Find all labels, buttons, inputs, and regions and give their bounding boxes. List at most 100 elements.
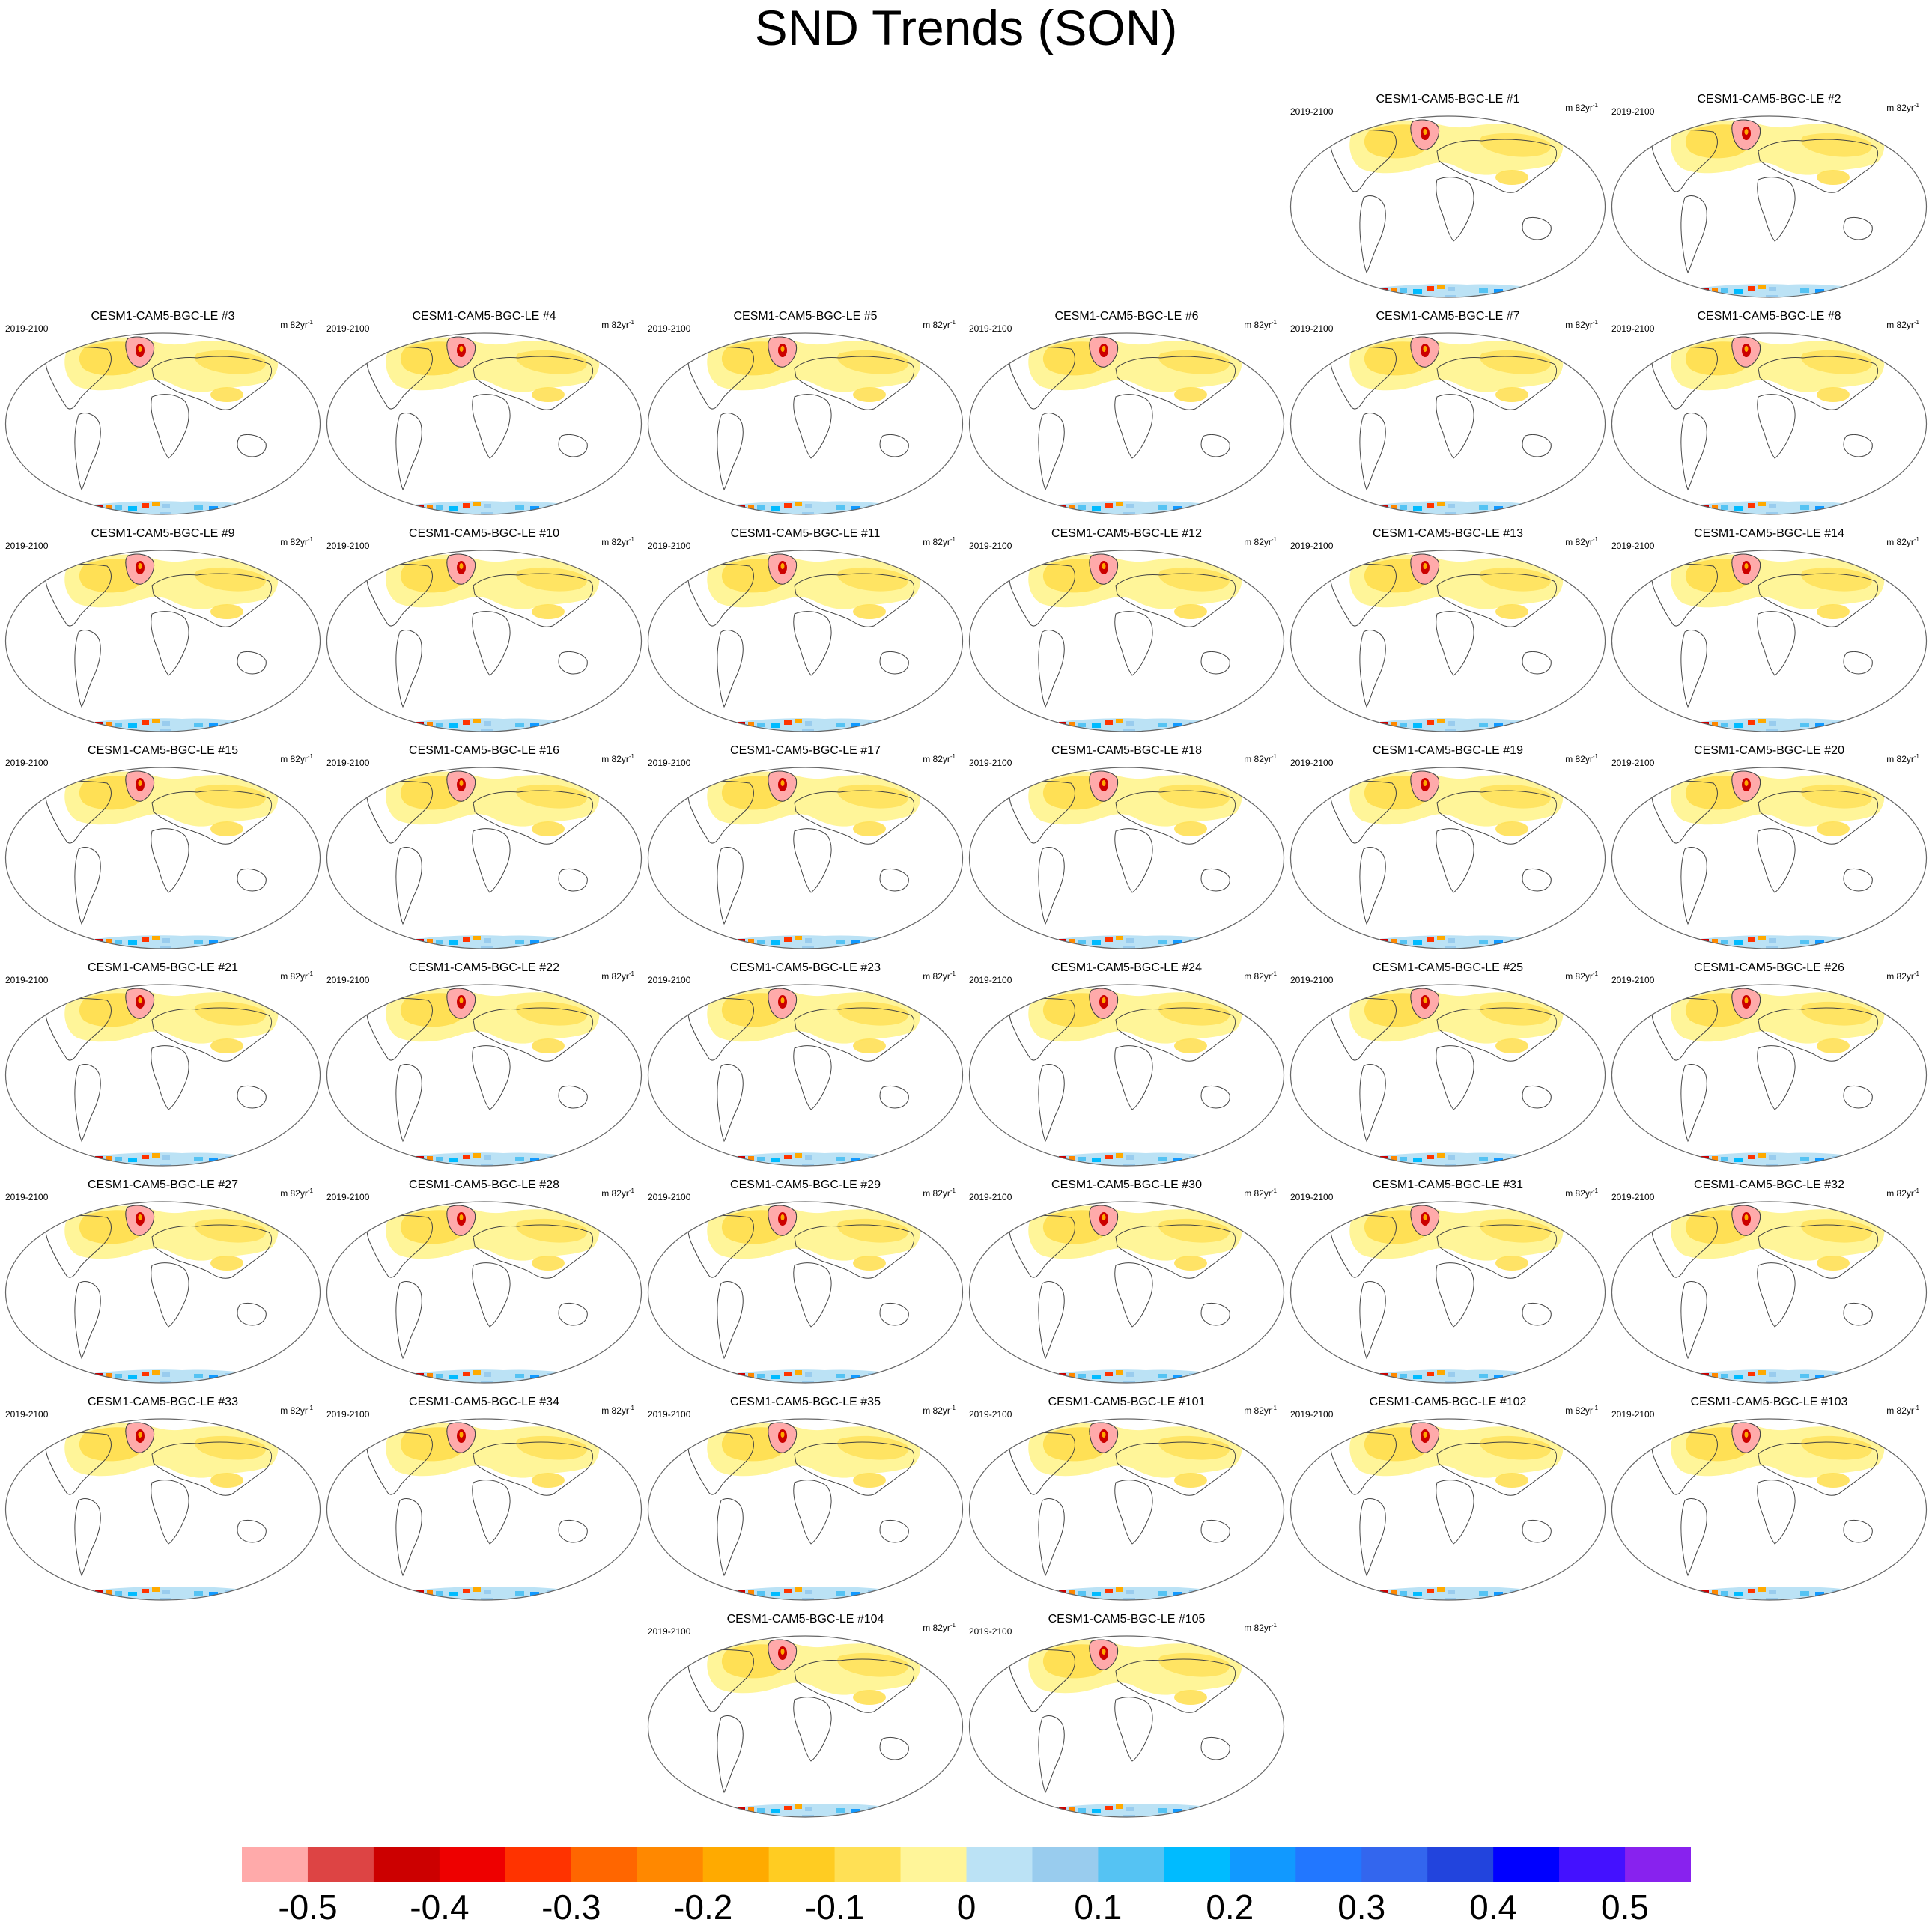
world-map bbox=[1289, 115, 1606, 298]
panel-title: CESM1-CAM5-BGC-LE #12 bbox=[1051, 527, 1202, 540]
map-border bbox=[4, 550, 321, 732]
panel-title: CESM1-CAM5-BGC-LE #26 bbox=[1694, 961, 1844, 974]
map-panel: CESM1-CAM5-BGC-LE #17 2019-2100 m 82yr-1 bbox=[645, 743, 966, 954]
snd-trend-field bbox=[1028, 770, 1242, 949]
panel-units: m 82yr-1 bbox=[923, 1187, 956, 1199]
map-panel: CESM1-CAM5-BGC-LE #20 2019-2100 m 82yr-1 bbox=[1609, 743, 1930, 954]
map-panel: CESM1-CAM5-BGC-LE #33 2019-2100 m 82yr-1 bbox=[2, 1394, 323, 1605]
snd-trend-field bbox=[64, 1205, 279, 1383]
map-panel: CESM1-CAM5-BGC-LE #23 2019-2100 m 82yr-1 bbox=[645, 960, 966, 1171]
map-panel: CESM1-CAM5-BGC-LE #105 2019-2100 m 82yr-1 bbox=[966, 1611, 1287, 1822]
snd-trend-field bbox=[1028, 988, 1242, 1166]
map-panel: CESM1-CAM5-BGC-LE #24 2019-2100 m 82yr-1 bbox=[966, 960, 1287, 1171]
map-border bbox=[1611, 115, 1928, 298]
colorbar-bin bbox=[637, 1847, 704, 1882]
colorbar-bin bbox=[966, 1847, 1033, 1882]
world-map bbox=[326, 1418, 643, 1601]
colorbar-bin bbox=[1295, 1847, 1362, 1882]
panel-title: CESM1-CAM5-BGC-LE #14 bbox=[1694, 527, 1844, 540]
map-border bbox=[326, 1418, 643, 1601]
colorbar-bin bbox=[1493, 1847, 1560, 1882]
map-panel: CESM1-CAM5-BGC-LE #27 2019-2100 m 82yr-1 bbox=[2, 1177, 323, 1388]
map-border bbox=[647, 1201, 964, 1384]
colorbar-tick-label: 0 bbox=[956, 1888, 976, 1927]
coastlines bbox=[45, 336, 272, 491]
coastlines bbox=[1330, 119, 1557, 274]
colorbar-bin bbox=[702, 1847, 770, 1882]
panel-title: CESM1-CAM5-BGC-LE #21 bbox=[88, 961, 238, 974]
panel-units: m 82yr-1 bbox=[1565, 970, 1598, 982]
map-border bbox=[647, 1418, 964, 1601]
panel-units: m 82yr-1 bbox=[280, 536, 313, 547]
snd-trend-field bbox=[386, 770, 600, 949]
panel-period: 2019-2100 bbox=[648, 758, 691, 768]
panel-period: 2019-2100 bbox=[1611, 323, 1655, 334]
map-border bbox=[326, 767, 643, 949]
map-border bbox=[1289, 1201, 1606, 1384]
panel-units: m 82yr-1 bbox=[1886, 970, 1919, 982]
map-border bbox=[1289, 115, 1606, 298]
panel-title: CESM1-CAM5-BGC-LE #5 bbox=[733, 310, 878, 323]
coastlines bbox=[1651, 988, 1878, 1143]
coastlines bbox=[366, 553, 593, 708]
panel-units: m 82yr-1 bbox=[1886, 536, 1919, 547]
map-panel: CESM1-CAM5-BGC-LE #101 2019-2100 m 82yr-1 bbox=[966, 1394, 1287, 1605]
panel-period: 2019-2100 bbox=[1290, 323, 1334, 334]
map-border bbox=[1289, 984, 1606, 1167]
map-panel: CESM1-CAM5-BGC-LE #7 2019-2100 m 82yr-1 bbox=[1287, 308, 1609, 520]
map-panel: CESM1-CAM5-BGC-LE #4 2019-2100 m 82yr-1 bbox=[323, 308, 645, 520]
colorbar-tick-label: 0.3 bbox=[1337, 1888, 1386, 1927]
colorbar-bin bbox=[768, 1847, 836, 1882]
snd-trend-field bbox=[386, 336, 600, 514]
panel-title: CESM1-CAM5-BGC-LE #35 bbox=[730, 1396, 881, 1408]
colorbar bbox=[242, 1847, 1691, 1882]
panel-units: m 82yr-1 bbox=[923, 1405, 956, 1416]
panel-units: m 82yr-1 bbox=[923, 970, 956, 982]
map-border bbox=[326, 550, 643, 732]
panel-period: 2019-2100 bbox=[969, 1626, 1012, 1637]
panel-title: CESM1-CAM5-BGC-LE #104 bbox=[726, 1613, 884, 1626]
panel-title: CESM1-CAM5-BGC-LE #27 bbox=[88, 1179, 238, 1191]
panel-units: m 82yr-1 bbox=[923, 319, 956, 330]
coastlines bbox=[687, 1422, 914, 1577]
panel-period: 2019-2100 bbox=[1611, 975, 1655, 985]
colorbar-bin bbox=[1559, 1847, 1626, 1882]
world-map bbox=[1611, 550, 1928, 732]
coastlines bbox=[366, 1205, 593, 1360]
snd-trend-field bbox=[1671, 553, 1885, 732]
world-map bbox=[1611, 332, 1928, 515]
map-border bbox=[4, 1201, 321, 1384]
colorbar-tick-label: -0.2 bbox=[673, 1888, 733, 1927]
map-panel: CESM1-CAM5-BGC-LE #35 2019-2100 m 82yr-1 bbox=[645, 1394, 966, 1605]
coastlines bbox=[1651, 336, 1878, 491]
panel-units: m 82yr-1 bbox=[1565, 536, 1598, 547]
map-border bbox=[647, 984, 964, 1167]
panel-units: m 82yr-1 bbox=[1565, 753, 1598, 764]
snd-trend-field bbox=[64, 770, 279, 949]
world-map bbox=[1611, 1201, 1928, 1384]
map-border bbox=[1289, 332, 1606, 515]
world-map bbox=[647, 332, 964, 515]
panel-units: m 82yr-1 bbox=[280, 970, 313, 982]
panel-units: m 82yr-1 bbox=[601, 536, 634, 547]
snd-trend-field bbox=[1349, 1422, 1564, 1600]
panel-period: 2019-2100 bbox=[1290, 1409, 1334, 1420]
world-map bbox=[4, 1418, 321, 1601]
colorbar-tick-label: 0.2 bbox=[1206, 1888, 1254, 1927]
panel-title: CESM1-CAM5-BGC-LE #101 bbox=[1048, 1396, 1206, 1408]
map-panel: CESM1-CAM5-BGC-LE #14 2019-2100 m 82yr-1 bbox=[1609, 526, 1930, 737]
panel-period: 2019-2100 bbox=[969, 323, 1012, 334]
map-border bbox=[4, 984, 321, 1167]
panel-title: CESM1-CAM5-BGC-LE #103 bbox=[1690, 1396, 1848, 1408]
world-map bbox=[1289, 1201, 1606, 1384]
snd-trend-field bbox=[1671, 1205, 1885, 1383]
map-border bbox=[4, 1418, 321, 1601]
panel-units: m 82yr-1 bbox=[1244, 1187, 1277, 1199]
panel-period: 2019-2100 bbox=[1611, 1192, 1655, 1202]
colorbar-bin bbox=[1361, 1847, 1428, 1882]
coastlines bbox=[687, 336, 914, 491]
coastlines bbox=[1330, 1205, 1557, 1360]
panel-period: 2019-2100 bbox=[648, 1626, 691, 1637]
coastlines bbox=[45, 770, 272, 925]
world-map bbox=[4, 767, 321, 949]
